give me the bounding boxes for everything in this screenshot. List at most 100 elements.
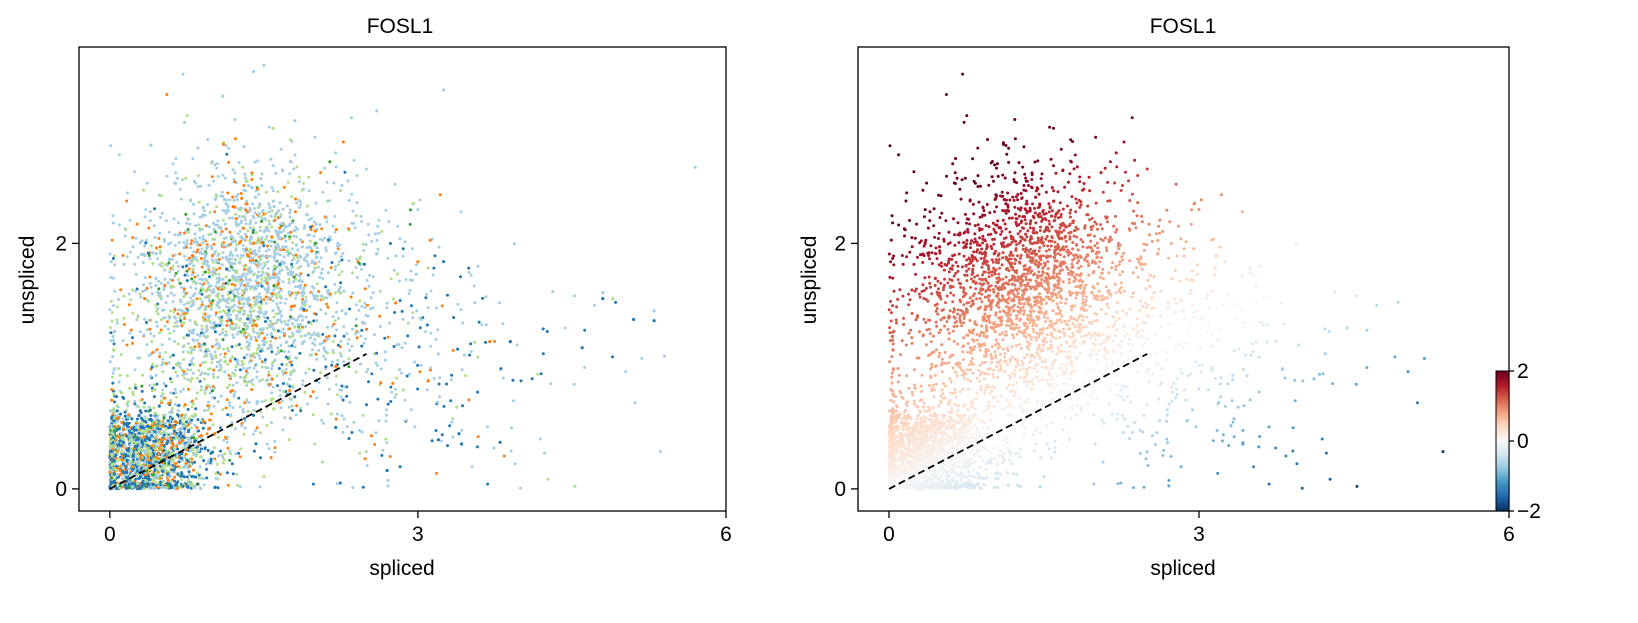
scatter-point: [363, 321, 367, 325]
scatter-point: [944, 424, 948, 428]
scatter-point: [278, 253, 282, 257]
scatter-point: [250, 186, 254, 190]
scatter-point: [201, 213, 205, 217]
scatter-point: [277, 307, 281, 311]
scatter-point: [273, 358, 277, 362]
scatter-point: [152, 334, 156, 338]
scatter-point: [280, 320, 283, 324]
scatter-point: [198, 465, 202, 469]
scatter-point: [249, 235, 253, 238]
scatter-point: [269, 157, 273, 161]
scatter-point: [408, 278, 412, 282]
scatter-point: [134, 272, 138, 276]
scatter-point: [299, 323, 302, 326]
scatter-point: [235, 317, 239, 321]
scatter-point: [230, 282, 234, 286]
scatter-point: [236, 207, 240, 211]
scatter-point: [277, 209, 281, 213]
scatter-point: [325, 302, 329, 306]
scatter-point: [380, 230, 384, 233]
scatter-point: [344, 312, 348, 316]
scatter-point: [221, 461, 225, 465]
scatter-point: [145, 432, 149, 436]
scatter-point: [484, 323, 488, 327]
scatter-point: [406, 321, 410, 325]
scatter-point: [469, 350, 473, 354]
scatter-point: [277, 351, 281, 355]
scatter-point: [109, 275, 113, 279]
scatter-point: [347, 259, 351, 263]
scatter-point: [184, 423, 188, 427]
scatter-point: [446, 293, 449, 297]
scatter-point: [347, 357, 351, 361]
scatter-point: [242, 184, 246, 187]
scatter-point: [200, 327, 204, 331]
scatter-point: [145, 343, 149, 347]
scatter-point: [187, 462, 190, 466]
scatter-point: [258, 379, 262, 383]
scatter-point: [188, 363, 192, 367]
scatter-point: [297, 205, 301, 209]
scatter-point: [256, 347, 259, 351]
scatter-point: [246, 314, 250, 317]
scatter-point: [123, 414, 127, 418]
scatter-point: [249, 251, 253, 255]
scatter-point: [216, 287, 220, 290]
scatter-point: [361, 242, 365, 246]
scatter-point: [111, 441, 115, 444]
scatter-point: [342, 325, 346, 328]
scatter-point: [260, 184, 264, 188]
scatter-point: [158, 263, 162, 267]
scatter-point: [146, 449, 150, 452]
scatter-point: [312, 294, 316, 298]
scatter-point: [115, 440, 119, 444]
scatter-point: [176, 221, 180, 225]
scatter-point: [254, 323, 258, 327]
scatter-point: [173, 462, 177, 466]
scatter-point: [162, 416, 166, 420]
scatter-point: [147, 483, 151, 487]
scatter-point: [168, 337, 171, 341]
scatter-point: [137, 481, 141, 485]
scatter-point: [253, 262, 257, 266]
scatter-point: [154, 373, 158, 377]
scatter-point: [217, 368, 221, 372]
scatter-point: [189, 304, 193, 308]
scatter-point: [195, 437, 199, 440]
scatter-point: [364, 243, 368, 247]
scatter-point: [199, 343, 203, 347]
scatter-point: [155, 485, 159, 489]
scatter-point: [389, 385, 393, 389]
scatter-point: [260, 284, 264, 288]
scatter-point: [133, 170, 136, 174]
scatter-point: [501, 376, 505, 380]
scatter-point: [429, 289, 433, 293]
scatter-point: [217, 272, 221, 276]
scatter-point: [272, 265, 276, 269]
scatter-point: [179, 232, 182, 236]
scatter-point: [147, 405, 151, 409]
scatter-point: [203, 238, 207, 242]
scatter-point: [111, 304, 115, 308]
scatter-point: [233, 180, 236, 184]
scatter-point: [170, 406, 174, 410]
scatter-point: [360, 220, 364, 224]
scatter-point: [305, 308, 308, 312]
scatter-point: [135, 417, 139, 421]
scatter-point: [227, 313, 231, 317]
scatter-point: [174, 471, 178, 475]
scatter-point: [271, 164, 275, 168]
scatter-point: [252, 413, 256, 417]
scatter-point: [143, 401, 147, 405]
scatter-point: [206, 372, 210, 376]
scatter-point: [113, 450, 117, 454]
scatter-point: [120, 458, 124, 462]
scatter-point: [143, 317, 147, 321]
scatter-point: [125, 448, 129, 452]
scatter-point: [221, 94, 225, 98]
scatter-point: [360, 305, 364, 308]
scatter-point: [112, 330, 116, 334]
scatter-point: [241, 244, 245, 248]
scatter-point: [141, 430, 145, 434]
scatter-point: [467, 266, 471, 270]
